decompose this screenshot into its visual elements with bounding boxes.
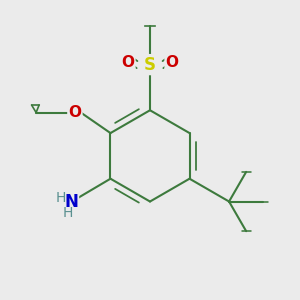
Text: S: S (144, 56, 156, 74)
Text: H: H (56, 191, 66, 205)
Text: O: O (166, 55, 178, 70)
Text: O: O (122, 55, 134, 70)
Text: H: H (62, 206, 73, 220)
Text: O: O (68, 105, 81, 120)
Text: N: N (64, 193, 78, 211)
